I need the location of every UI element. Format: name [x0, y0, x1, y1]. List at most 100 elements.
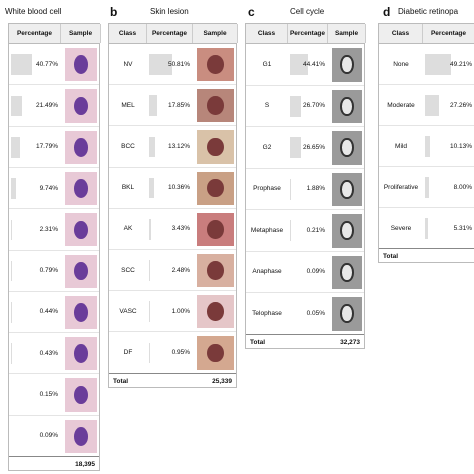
class-cell: DF — [123, 348, 133, 356]
sample-image — [332, 89, 362, 123]
sample-image — [197, 336, 234, 370]
percentage-bar — [149, 95, 158, 117]
sample-blob — [340, 221, 354, 241]
class-cell: None — [393, 60, 409, 68]
percentage-cell: 1.88% — [306, 185, 325, 193]
sample-blob — [340, 138, 354, 158]
sample-blob — [340, 55, 354, 75]
class-cell: BCC — [121, 142, 135, 150]
percentage-bar — [11, 178, 17, 199]
table: Percentage Sample 40.77% 21.49% 17.79% 9.74% 2… — [8, 23, 101, 472]
total-label: Total — [383, 253, 399, 260]
class-cell: S — [264, 102, 270, 110]
table-row: 21.49% — [9, 84, 99, 125]
sample-image — [65, 171, 97, 206]
column-header: Sample — [193, 24, 238, 43]
column-header: Sample — [61, 24, 101, 43]
class-cell: Prophase — [253, 185, 281, 193]
table-row: AK 3.43% — [109, 207, 236, 249]
percentage-bar — [149, 136, 156, 158]
class-cell: Proliferative — [383, 183, 419, 191]
percentage-bar — [425, 136, 431, 157]
sample-blob — [340, 179, 354, 199]
total-row: 18,395 — [9, 456, 99, 472]
percentage-bar — [290, 54, 308, 76]
sample-blob — [73, 179, 89, 198]
sample-blob — [207, 137, 224, 157]
table-row: VASC 1.00% — [109, 290, 236, 331]
class-cell: G1 — [262, 60, 272, 68]
sample-blob — [340, 96, 354, 116]
percentage-cell: 3.43% — [171, 225, 190, 233]
table-row: Anaphase 0.09% — [246, 250, 364, 293]
panel-label: c — [248, 5, 255, 19]
panel-title: Cell cycle — [290, 7, 325, 16]
column-header: Percentage — [9, 24, 61, 43]
percentage-cell: 0.09% — [306, 268, 325, 276]
table: Class Percentage Sample NV 50.81% MEL 17.85% BC… — [108, 23, 238, 388]
percentage-bar — [425, 218, 428, 239]
percentage-cell: 0.15% — [39, 391, 58, 399]
percentage-cell: 8.00% — [453, 183, 472, 191]
panel-title: Skin lesion — [150, 7, 189, 16]
table-row: Metaphase 0.21% — [246, 209, 364, 251]
sample-image — [332, 131, 362, 165]
sample-blob — [73, 55, 89, 74]
sample-image — [65, 419, 97, 453]
percentage-cell: 17.79% — [35, 143, 58, 151]
percentage-cell: 26.70% — [302, 102, 325, 110]
sample-blob — [73, 137, 89, 157]
percentage-bar — [425, 177, 430, 198]
class-cell: BKL — [121, 184, 135, 192]
sample-image — [197, 171, 234, 205]
percentage-cell: 50.81% — [167, 60, 190, 68]
class-cell: VASC — [119, 307, 137, 315]
percentage-bar — [149, 54, 173, 75]
sample-blob — [207, 55, 224, 74]
table-row: Severe 5.31% — [379, 207, 474, 248]
percentage-cell: 17.85% — [167, 101, 190, 109]
sample-blob — [73, 96, 89, 116]
sample-image — [197, 48, 234, 82]
table-row: S 26.70% — [246, 84, 364, 127]
sample-image — [65, 89, 97, 123]
percentage-cell: 10.36% — [167, 184, 190, 192]
panel-label: b — [110, 5, 118, 19]
column-header: Class — [109, 24, 147, 43]
percentage-bar — [290, 178, 291, 200]
percentage-cell: 27.26% — [449, 101, 472, 109]
table-row: 2.31% — [9, 208, 99, 249]
sample-image — [197, 89, 234, 123]
percentage-cell: 10.13% — [449, 142, 472, 150]
sample-image — [65, 48, 97, 82]
sample-image — [332, 214, 362, 248]
percentage-bar — [290, 137, 301, 159]
percentage-cell: 0.79% — [39, 267, 58, 275]
table-row: Telophase 0.05% — [246, 292, 364, 334]
sample-image — [197, 295, 234, 329]
percentage-cell: 49.21% — [449, 60, 472, 68]
sample-blob — [73, 303, 89, 322]
class-cell: SCC — [121, 266, 135, 274]
table: Class Percentage None 49.21% Moderate 27.26% M… — [378, 23, 474, 263]
sample-blob — [73, 427, 89, 446]
table-row: 0.43% — [9, 332, 99, 373]
percentage-cell: 21.49% — [35, 101, 58, 109]
sample-image — [332, 255, 362, 289]
percentage-cell: 5.31% — [453, 224, 472, 232]
percentage-bar — [11, 136, 21, 158]
total-row: Total — [379, 248, 474, 264]
class-cell: Telophase — [252, 309, 282, 317]
table-row: 0.79% — [9, 249, 99, 291]
sample-image — [197, 130, 234, 164]
table: Class Percentage Sample G1 44.41% S 26.70% G2 26… — [245, 23, 366, 349]
total-value: 25,339 — [212, 377, 232, 385]
table-row: G2 26.65% — [246, 126, 364, 168]
table-row: 0.09% — [9, 414, 99, 456]
column-header: Class — [379, 24, 423, 43]
class-cell: NV — [123, 60, 133, 68]
sample-blob — [73, 344, 89, 364]
table-row: BCC 13.12% — [109, 125, 236, 166]
percentage-cell: 2.48% — [171, 266, 190, 274]
panel-label: d — [383, 5, 391, 19]
